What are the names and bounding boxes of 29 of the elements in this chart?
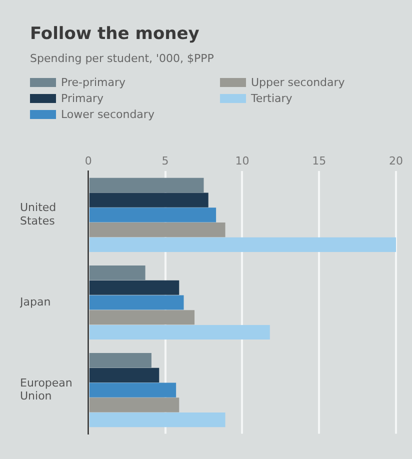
chart-title: Follow the money — [30, 24, 200, 44]
bar — [89, 208, 216, 222]
x-tick-label: 15 — [312, 154, 326, 168]
y-tick-label: European Union — [20, 376, 72, 402]
legend-label: Pre-primary — [61, 76, 126, 88]
bar — [89, 368, 160, 382]
x-tick-label: 10 — [235, 154, 250, 168]
bar — [89, 324, 270, 340]
chart-subtitle: Spending per student, '000, $PPP — [30, 52, 214, 65]
bar — [89, 237, 396, 252]
bar — [89, 265, 146, 280]
legend-label: Upper secondary — [251, 76, 345, 88]
bar — [89, 295, 184, 310]
bar — [89, 178, 204, 192]
bar — [89, 192, 208, 208]
bar — [89, 382, 176, 398]
legend-label: Tertiary — [251, 92, 292, 104]
bar — [89, 412, 226, 428]
x-tick-label: 0 — [84, 154, 92, 168]
y-tick-label: United States — [20, 201, 56, 228]
bar — [89, 352, 152, 368]
x-tick-label: 5 — [162, 154, 169, 168]
bar — [89, 398, 180, 412]
bar — [89, 310, 195, 325]
legend-label: Primary — [61, 92, 104, 104]
legend-label: Lower secondary — [61, 108, 154, 120]
x-tick-label: 20 — [389, 154, 403, 168]
bar — [89, 222, 226, 238]
bar — [89, 280, 180, 295]
